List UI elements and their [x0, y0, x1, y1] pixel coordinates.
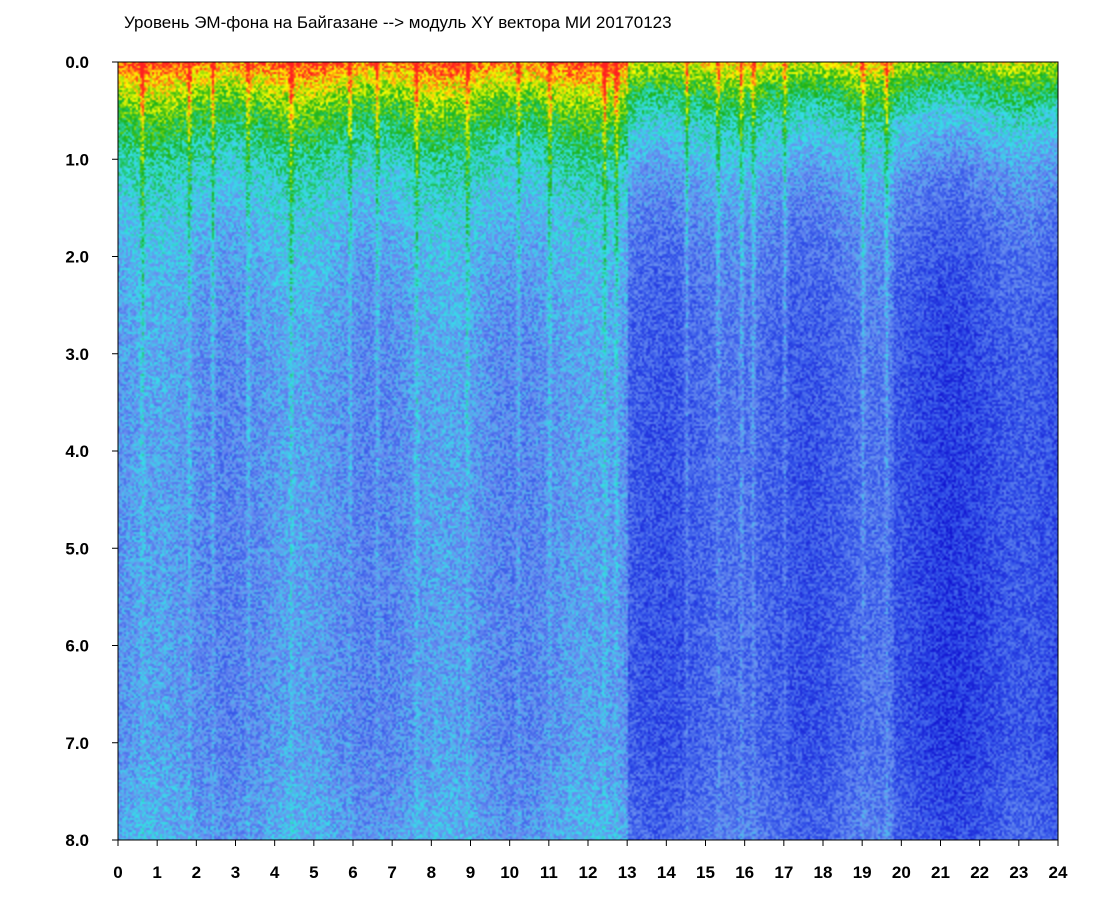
y-tick-label: 5.0: [65, 539, 89, 558]
x-tick-label: 8: [427, 863, 436, 882]
x-tick-label: 11: [540, 863, 558, 882]
x-tick-label: 9: [466, 863, 475, 882]
x-tick-label: 3: [231, 863, 240, 882]
x-tick-label: 4: [270, 863, 280, 882]
x-tick-label: 18: [814, 863, 833, 882]
y-tick-label: 6.0: [65, 637, 89, 656]
y-tick-label: 8.0: [65, 831, 89, 850]
y-tick-label: 4.0: [65, 442, 89, 461]
x-tick-label: 24: [1049, 863, 1068, 882]
x-tick-label: 15: [696, 863, 715, 882]
plot-area: [118, 62, 1058, 840]
y-tick-label: 7.0: [65, 734, 89, 753]
x-tick-label: 12: [579, 863, 598, 882]
x-tick-label: 20: [892, 863, 911, 882]
chart-title: Уровень ЭМ-фона на Байгазане --> модуль …: [124, 13, 672, 32]
x-tick-label: 1: [152, 863, 161, 882]
y-tick-label: 0.0: [65, 53, 89, 72]
x-tick-label: 14: [657, 863, 676, 882]
x-tick-label: 19: [853, 863, 872, 882]
x-tick-label: 2: [192, 863, 201, 882]
x-tick-label: 13: [618, 863, 637, 882]
x-tick-label: 0: [113, 863, 122, 882]
heatmap-image: [118, 62, 1058, 840]
y-tick-label: 3.0: [65, 345, 89, 364]
x-tick-label: 22: [970, 863, 989, 882]
y-axis: 0.0 1.0 2.0 3.0 4.0 5.0 6.0 7.0 8.0: [65, 53, 118, 850]
x-tick-label: 16: [735, 863, 754, 882]
x-tick-label: 6: [348, 863, 357, 882]
x-tick-label: 23: [1009, 863, 1028, 882]
x-tick-label: 5: [309, 863, 318, 882]
y-tick-label: 2.0: [65, 248, 89, 267]
x-tick-label: 7: [387, 863, 396, 882]
x-tick-label: 21: [931, 863, 950, 882]
y-tick-label: 1.0: [65, 150, 89, 169]
x-axis: 0 1 2 3 4 5 6 7 8 9 10 11 12 13 14 15 16 17 18 19 20 21 22 23 24: [113, 840, 1068, 882]
x-tick-label: 17: [774, 863, 793, 882]
x-tick-label: 10: [500, 863, 519, 882]
